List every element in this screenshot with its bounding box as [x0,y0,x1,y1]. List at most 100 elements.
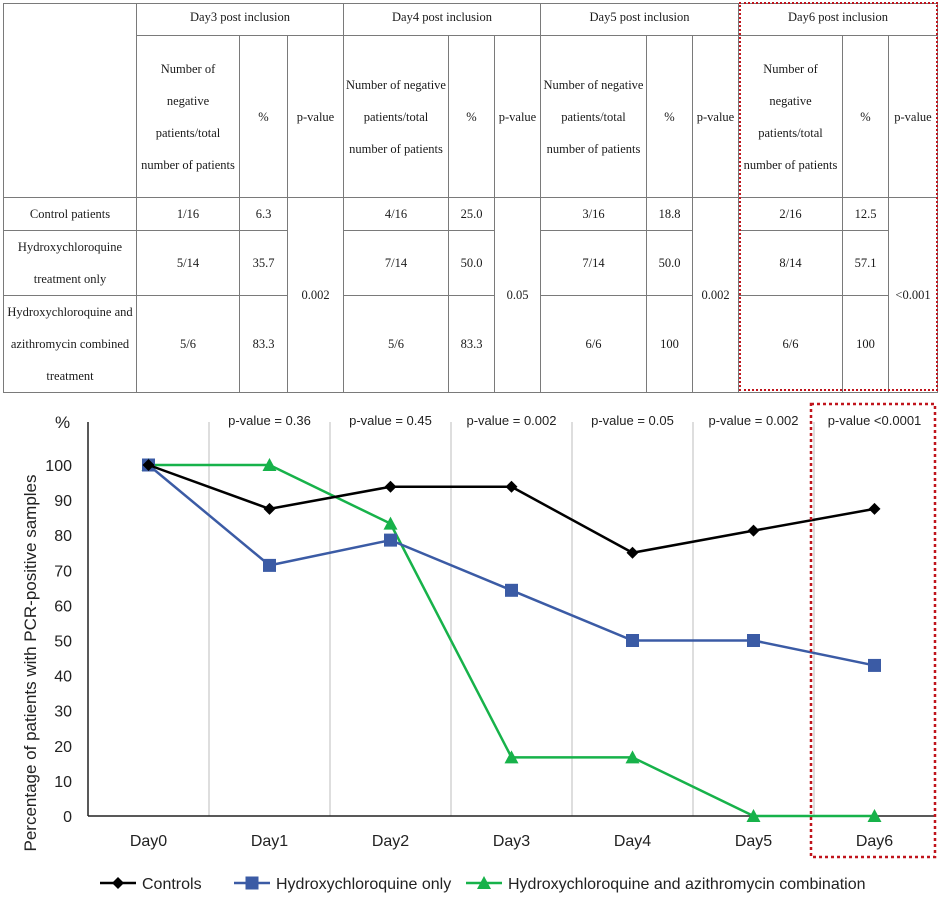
percent-header: % [646,35,693,198]
corner-cell [3,3,137,198]
table-cell: 6/6 [738,295,843,393]
table-cell: 83.3 [448,295,495,393]
series-line [147,464,875,667]
pvalue-label: p-value = 0.002 [709,413,799,428]
series-diamond [142,459,881,559]
x-ticks: Day0 Day1 Day2 Day3 Day4 Day5 Day6 [130,833,893,850]
data-point [625,750,640,764]
y-unit-label: % [55,413,70,432]
table-cell: 18.8 [646,197,693,231]
data-point [263,558,276,572]
data-point [746,809,761,822]
table-cell: 4/16 [343,197,449,231]
y-tick-label: 30 [54,704,72,721]
percent-header: % [842,35,889,198]
legend-marker [477,876,491,889]
x-tick-label: Day4 [614,833,651,850]
pvalue-cell: 0.05 [494,197,541,393]
pvalue-label: p-value <0.0001 [828,413,922,428]
data-point [868,502,881,515]
legend-marker [112,877,124,889]
data-point [505,583,518,597]
y-tick-label: 100 [45,458,72,475]
table-cell: 5/6 [343,295,449,393]
pvalue-header: p-value [494,35,541,198]
y-tick-label: 70 [54,563,72,580]
data-point [383,516,398,530]
y-tick-label: 60 [54,598,72,615]
count-header: Number of negative patients/total number… [343,35,449,198]
period-header: Day5 post inclusion [540,3,739,36]
table-row: Hydroxychloroquine and azithromycin comb… [3,295,938,393]
legend-item: Controls [100,876,202,893]
row-label-combination: Hydroxychloroquine and azithromycin comb… [3,295,137,393]
period-header: Day3 post inclusion [136,3,344,36]
table-subheader-row: Number of negative patients/total number… [4,35,938,198]
legend-item: Hydroxychloroquine only [234,876,451,893]
x-tick-label: Day6 [856,833,893,850]
data-point [263,502,276,515]
x-tick-label: Day3 [493,833,530,850]
pcr-line-chart: % Percentage of patients with PCR-positi… [21,402,937,893]
pvalue-cell: <0.001 [888,197,938,393]
x-tick-label: Day2 [372,833,409,850]
count-header: Number of negative patients/total number… [738,35,843,198]
legend-label: Hydroxychloroquine and azithromycin comb… [508,876,866,893]
table-cell: 57.1 [842,230,889,296]
series-layer [141,458,882,822]
count-header: Number of negative patients/total number… [540,35,647,198]
x-tick-label: Day0 [130,833,167,850]
table-cell: 8/14 [738,230,843,296]
percent-header: % [239,35,288,198]
period-header: Day4 post inclusion [343,3,541,36]
series-line [148,463,875,554]
pvalue-label: p-value = 0.36 [228,413,311,428]
table-cell: 7/14 [540,230,647,296]
data-point [868,658,881,672]
data-point [142,459,155,471]
data-point [626,546,639,559]
percent-header: % [448,35,495,198]
pvalue-cell: 0.002 [287,197,344,393]
y-tick-label: 10 [54,774,72,791]
legend: Controls Hydroxychloroquine only Hydroxych… [100,876,866,893]
x-tick-label: Day1 [251,833,288,850]
data-point [384,533,397,547]
y-tick-label: 90 [54,493,72,510]
table-cell: 6/6 [540,295,647,393]
x-tick-label: Day5 [735,833,772,850]
y-ticks: 0 10 20 30 40 50 60 70 80 90 100 [45,458,72,826]
period-header: Day6 post inclusion [738,3,938,36]
data-point [867,809,882,822]
table-cell: 100 [646,295,693,393]
pvalue-header: p-value [692,35,739,198]
y-tick-label: 0 [63,809,72,826]
pvalue-label: p-value = 0.05 [591,413,674,428]
day6-chart-highlight-box [809,402,937,859]
table-cell: 83.3 [239,295,288,393]
pvalue-header: p-value [287,35,344,198]
row-label-hcq: Hydroxychloroquine treatment only [3,230,137,296]
legend-item: Hydroxychloroquine and azithromycin comb… [466,876,866,893]
legend-label: Hydroxychloroquine only [276,876,451,893]
table-cell: 5/14 [136,230,240,296]
y-tick-label: 20 [54,739,72,756]
table-cell: 25.0 [448,197,495,231]
data-point [505,480,518,493]
data-point [747,634,760,647]
legend-marker [245,876,259,890]
table-header-row: Day3 post inclusion Day4 post inclusion … [3,3,938,198]
table-cell: 3/16 [540,197,647,231]
table-cell: 2/16 [738,197,843,231]
y-tick-label: 50 [54,634,72,651]
data-point [262,458,277,471]
table-cell: 50.0 [448,230,495,296]
table-cell: 7/14 [343,230,449,296]
table-cell: 12.5 [842,197,889,231]
pvalue-header: p-value [888,35,938,198]
results-table-wrapper: Day3 post inclusion Day4 post inclusion … [3,3,938,393]
y-tick-label: 80 [54,528,72,545]
y-tick-label: 40 [54,669,72,686]
results-table: Day3 post inclusion Day4 post inclusion … [3,3,938,393]
data-point [747,524,760,537]
